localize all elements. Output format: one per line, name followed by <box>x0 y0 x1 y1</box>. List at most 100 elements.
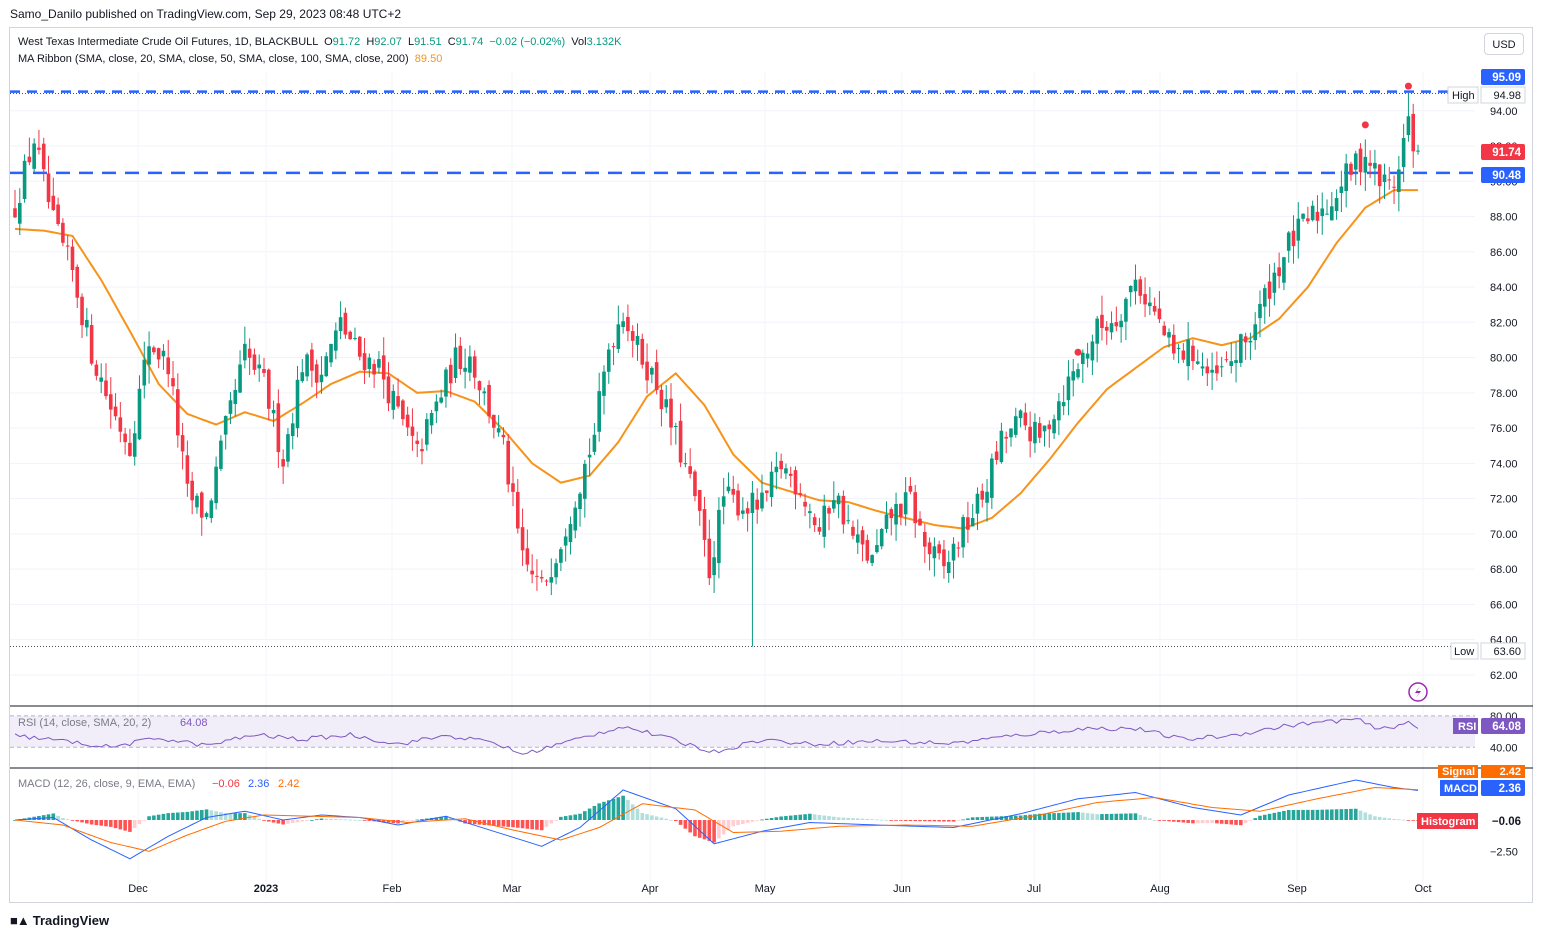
candle-body <box>1401 137 1406 168</box>
currency-button[interactable]: USD <box>1484 33 1524 55</box>
candle-body <box>343 312 348 335</box>
macd-histogram-bar <box>554 820 558 821</box>
candle-body <box>559 549 563 563</box>
macd-histogram-bar <box>199 810 204 820</box>
last-price-tag-bg <box>1481 144 1525 160</box>
macd-histogram-bar <box>664 818 669 820</box>
symbol-legend: West Texas Intermediate Crude Oil Future… <box>18 36 621 48</box>
candle-body <box>1095 318 1099 344</box>
macd-histogram-bar <box>1167 820 1171 822</box>
macd-histogram-bar <box>405 820 410 821</box>
macd-histogram-bar <box>1282 810 1286 820</box>
macd-histogram-bar <box>626 800 630 820</box>
rsi-legend-value: 64.08 <box>180 717 208 729</box>
macd-histogram-bar <box>1157 820 1162 821</box>
candle-body <box>678 420 683 463</box>
macd-histogram-bar <box>922 820 927 822</box>
time-tick-label: Jul <box>1027 883 1041 895</box>
candle-body <box>199 492 204 518</box>
candle-body <box>1167 332 1171 338</box>
candle-body <box>994 451 999 460</box>
candle-body <box>1133 279 1138 292</box>
macd-histogram-bar <box>1162 820 1167 821</box>
candle-body <box>113 406 118 417</box>
macd-histogram-bar <box>1330 809 1334 820</box>
macd-histogram-bar <box>990 816 994 820</box>
low-value: 91.51 <box>414 36 442 48</box>
signal-tag-value: 2.42 <box>1500 766 1521 778</box>
candle-body <box>913 492 918 524</box>
macd-histogram-bar <box>1358 810 1363 820</box>
candle-body <box>688 466 692 474</box>
candle-body <box>1387 179 1392 181</box>
macd-histogram-bar <box>1349 808 1353 820</box>
macd-histogram-bar <box>760 819 764 821</box>
macd-histogram-bar <box>1028 814 1032 820</box>
candle-body <box>1009 428 1013 438</box>
candle-body <box>247 348 252 358</box>
candle-body <box>817 527 822 532</box>
macd-histogram-bar <box>827 816 831 820</box>
candle-body <box>683 463 688 465</box>
macd-histogram-bar <box>1171 820 1176 822</box>
candle-body <box>415 440 420 444</box>
candle-body <box>142 359 147 386</box>
candle-body <box>520 527 525 551</box>
lightning-icon[interactable] <box>1408 682 1428 702</box>
candle-body <box>477 381 482 391</box>
candle-body <box>156 348 161 360</box>
macd-histogram-bar <box>1205 820 1210 824</box>
candle-body <box>1028 426 1032 442</box>
macd-histogram-bar <box>1224 820 1229 825</box>
candle-body <box>1157 308 1162 320</box>
macd-histogram-bar <box>94 820 99 826</box>
candle-body <box>1124 298 1128 322</box>
macd-histogram-bar <box>496 820 501 827</box>
symbol-name: West Texas Intermediate Crude Oil Future… <box>18 36 318 48</box>
candle-body <box>262 369 266 373</box>
candle-body <box>784 468 788 474</box>
candle-body <box>1061 402 1066 407</box>
macd-histogram-bar <box>697 820 702 838</box>
resistance-price-tag-bg <box>1481 69 1525 85</box>
candle-body <box>1234 360 1238 364</box>
candle-body <box>645 361 649 381</box>
time-tick-label: Dec <box>128 883 148 895</box>
macd-histogram-bar <box>295 820 300 823</box>
macd-histogram-bar <box>808 813 812 820</box>
macd-histogram-bar <box>707 820 712 841</box>
macd-histogram-bar <box>1215 820 1219 824</box>
macd-tag-value: 2.36 <box>1499 783 1521 795</box>
candle-body <box>453 347 458 378</box>
macd-histogram-bar <box>1243 820 1248 823</box>
ma-name: MA Ribbon (SMA, close, 20, SMA, close, 5… <box>18 53 409 65</box>
candle-body <box>726 486 731 492</box>
macd-histogram-bar <box>1100 814 1104 820</box>
time-tick-label: Mar <box>503 883 522 895</box>
macd-histogram-bar <box>415 819 420 821</box>
candle-body <box>554 563 558 578</box>
candle-body <box>396 396 400 407</box>
candle-body <box>1262 288 1267 307</box>
macd-histogram-bar <box>386 820 391 823</box>
candle-body <box>1186 339 1190 367</box>
candle-body <box>587 454 592 458</box>
candle-body <box>846 520 850 522</box>
macd-histogram-bar <box>410 820 415 821</box>
candle-body <box>506 440 511 485</box>
macd-histogram-bar <box>1248 820 1253 821</box>
macd-histogram-bar <box>228 813 233 820</box>
candle-body <box>401 400 405 420</box>
candle-body <box>1176 347 1181 349</box>
macd-histogram-bar <box>798 814 803 820</box>
candle-body <box>578 493 582 510</box>
candle-body <box>85 319 89 328</box>
vol-value: 3.132K <box>586 36 622 48</box>
macd-histogram-bar <box>310 820 314 821</box>
candle-body <box>128 442 132 456</box>
candle-body <box>530 570 534 575</box>
candle-body <box>152 347 156 353</box>
candle-body <box>463 367 467 372</box>
candle-body <box>1138 279 1143 296</box>
macd-histogram-bar <box>1296 809 1301 820</box>
